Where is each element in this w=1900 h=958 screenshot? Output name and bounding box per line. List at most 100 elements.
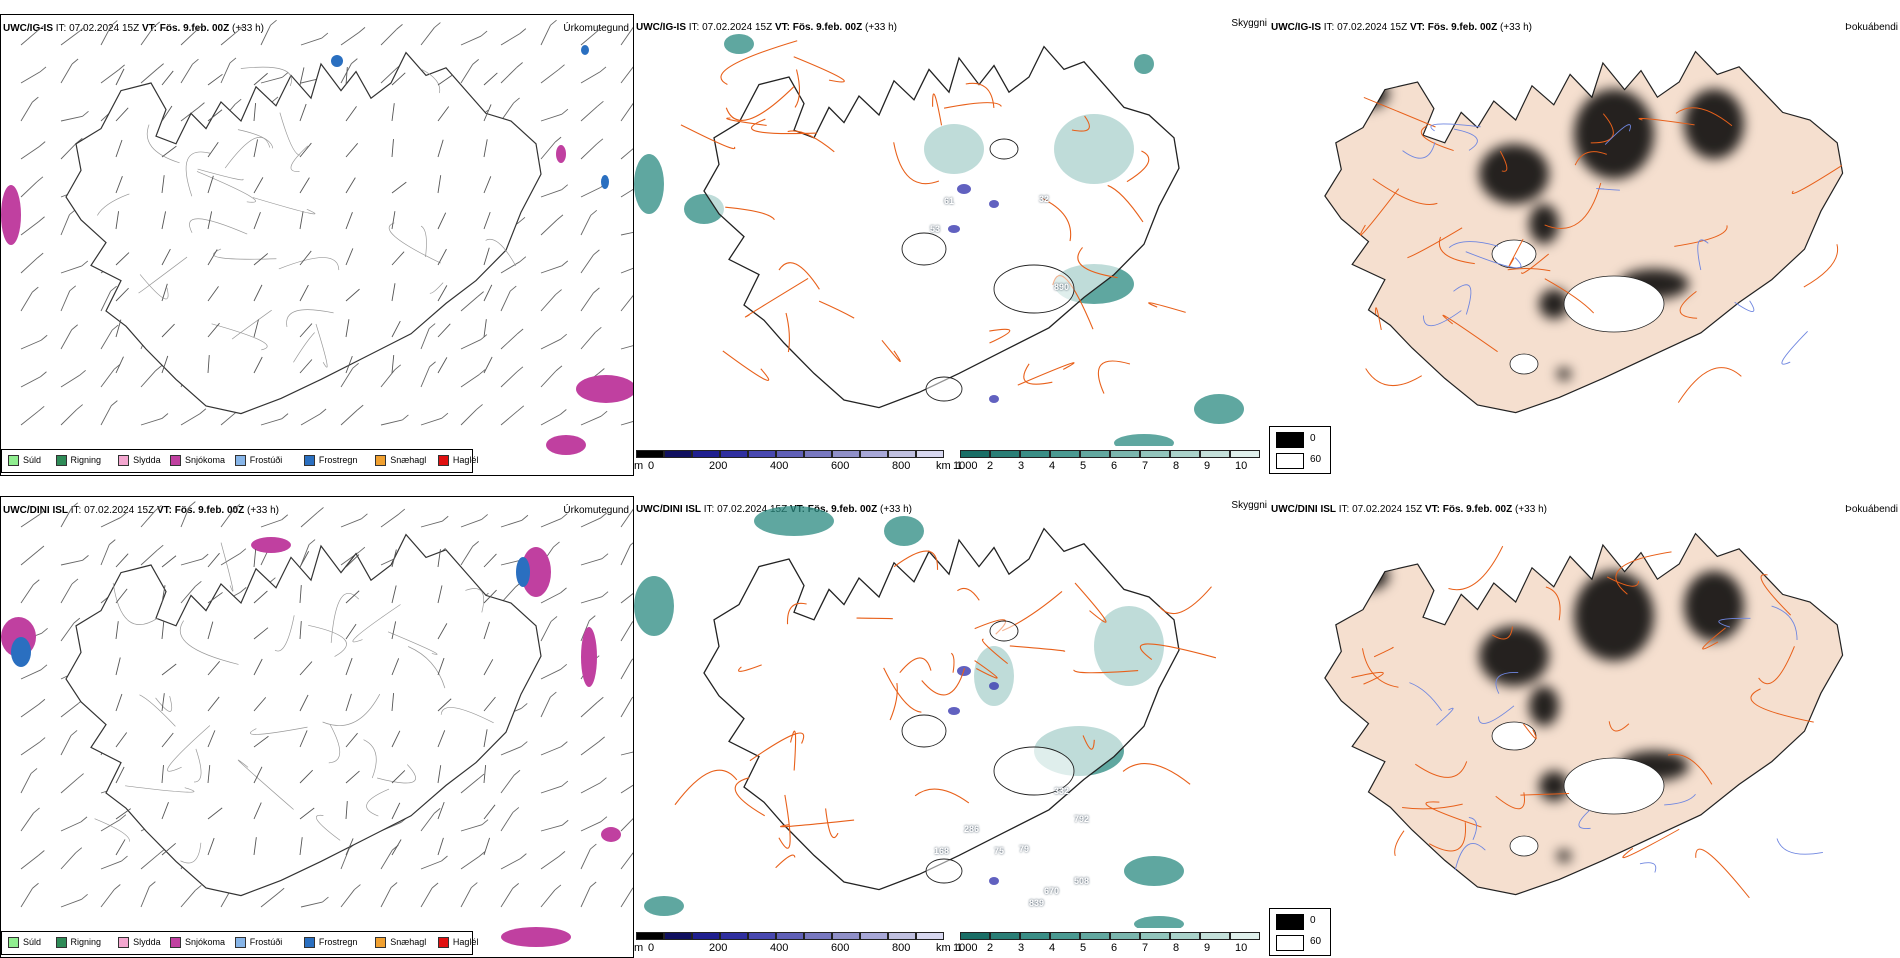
legend-item: Snæhagl xyxy=(375,455,426,465)
colorbar-segment xyxy=(1200,450,1230,458)
colorbar-segment xyxy=(748,450,776,458)
fog-legend: 0 60 xyxy=(1269,426,1331,474)
colorbar-segment xyxy=(1200,932,1230,940)
legend-swatch xyxy=(235,937,246,948)
legend-item: Snæhagl xyxy=(375,937,426,947)
colorbar-tick: 4 xyxy=(1049,460,1055,472)
visibility-panel: UWC/DINI ISL IT: 07.02.2024 15Z VT: Fös.… xyxy=(634,496,1269,958)
fog-legend-tick: 60 xyxy=(1310,936,1321,947)
colorbar-tick: 2 xyxy=(987,460,993,472)
colorbar-tick: 6 xyxy=(1111,942,1117,954)
colorbar-tick: 0 xyxy=(648,942,654,954)
fog-indicator-panel: UWC/DINI ISL IT: 07.02.2024 15Z VT: Fös.… xyxy=(1269,496,1900,958)
colorbar-unit: km xyxy=(936,460,951,472)
legend-item: Rigning xyxy=(56,937,102,947)
visibility-value-label: 79 xyxy=(1019,844,1029,854)
colorbar-segment xyxy=(776,932,804,940)
colorbar-segment xyxy=(1020,932,1050,940)
legend-item: Frostúði xyxy=(235,937,283,947)
precip-map xyxy=(1,497,634,958)
colorbar-segment xyxy=(1140,450,1170,458)
colorbar-segment xyxy=(1020,450,1050,458)
legend-swatch xyxy=(56,937,67,948)
colorbar-tick: 200 xyxy=(709,942,727,954)
legend-label: Snæhagl xyxy=(390,937,426,947)
precip-type-panel: UWC/IG-IS IT: 07.02.2024 15Z VT: Fös. 9.… xyxy=(0,14,634,476)
colorbar-segment xyxy=(1110,450,1140,458)
legend-item: Snjókoma xyxy=(170,455,225,465)
colorbar-segment xyxy=(636,450,664,458)
colorbar-tick: 3 xyxy=(1018,460,1024,472)
legend-item: Frostregn xyxy=(304,455,358,465)
colorbar-tick: 7 xyxy=(1142,460,1148,472)
colorbar-segment xyxy=(960,932,990,940)
legend-label: Haglél xyxy=(453,937,479,947)
colorbar-tick: 400 xyxy=(770,942,788,954)
colorbar-unit: m xyxy=(634,942,643,954)
legend-swatch xyxy=(118,455,129,466)
colorbar-segment xyxy=(1050,450,1080,458)
colorbar-tick: 200 xyxy=(709,460,727,472)
colorbar-tick: 400 xyxy=(770,460,788,472)
fog-legend-tick: 60 xyxy=(1310,454,1321,465)
colorbar-unit: m xyxy=(634,460,643,472)
iceland-coastline xyxy=(66,53,541,414)
visibility-panel: UWC/IG-IS IT: 07.02.2024 15Z VT: Fös. 9.… xyxy=(634,14,1269,476)
legend-label: Snjókoma xyxy=(185,937,225,947)
visibility-value-label: 53 xyxy=(930,224,940,234)
colorbar-tick: 8 xyxy=(1173,460,1179,472)
colorbar-segment xyxy=(1080,450,1110,458)
colorbar-segment xyxy=(888,450,916,458)
colorbar-segment xyxy=(776,450,804,458)
fog-legend-black xyxy=(1276,432,1304,448)
legend-item: Slydda xyxy=(118,455,161,465)
legend-swatch xyxy=(8,937,19,948)
legend-swatch xyxy=(438,455,449,466)
colorbar-tick: 6 xyxy=(1111,460,1117,472)
legend-label: Snjókoma xyxy=(185,455,225,465)
colorbar-tick: 5 xyxy=(1080,460,1086,472)
colorbar-segment xyxy=(664,450,692,458)
colorbar-segment xyxy=(1170,450,1200,458)
visibility-value-label: 508 xyxy=(1074,876,1089,886)
fog-legend-black xyxy=(1276,914,1304,930)
colorbar-tick: 9 xyxy=(1204,460,1210,472)
colorbar-segment xyxy=(832,932,860,940)
legend-label: Súld xyxy=(23,937,41,947)
colorbar-tick: 600 xyxy=(831,460,849,472)
visibility-value-label: 332 xyxy=(1054,786,1069,796)
colorbar-segment xyxy=(1050,932,1080,940)
legend-swatch xyxy=(304,937,315,948)
fog-legend-tick: 0 xyxy=(1310,433,1316,444)
legend-swatch xyxy=(438,937,449,948)
colorbar-segment xyxy=(1110,932,1140,940)
legend-item: Slydda xyxy=(118,937,161,947)
fog-map xyxy=(1269,14,1900,476)
colorbar-segment xyxy=(748,932,776,940)
fog-map xyxy=(1269,496,1900,958)
colorbar-segment xyxy=(960,450,990,458)
legend-label: Snæhagl xyxy=(390,455,426,465)
legend-item: Haglél xyxy=(438,937,479,947)
colorbar-tick: 600 xyxy=(831,942,849,954)
colorbar-segment xyxy=(860,932,888,940)
legend-item: Haglél xyxy=(438,455,479,465)
legend-label: Rigning xyxy=(71,937,102,947)
colorbar-segment xyxy=(692,932,720,940)
iceland-coastline xyxy=(66,535,541,896)
legend-swatch xyxy=(8,455,19,466)
colorbar-tick: 10 xyxy=(1235,942,1247,954)
legend-item: Snjókoma xyxy=(170,937,225,947)
visibility-value-label: 286 xyxy=(964,824,979,834)
visibility-value-label: 61 xyxy=(944,196,954,206)
colorbar-segment xyxy=(832,450,860,458)
colorbar-segment xyxy=(636,932,664,940)
colorbar-segment xyxy=(1230,450,1260,458)
colorbar-segment xyxy=(1140,932,1170,940)
